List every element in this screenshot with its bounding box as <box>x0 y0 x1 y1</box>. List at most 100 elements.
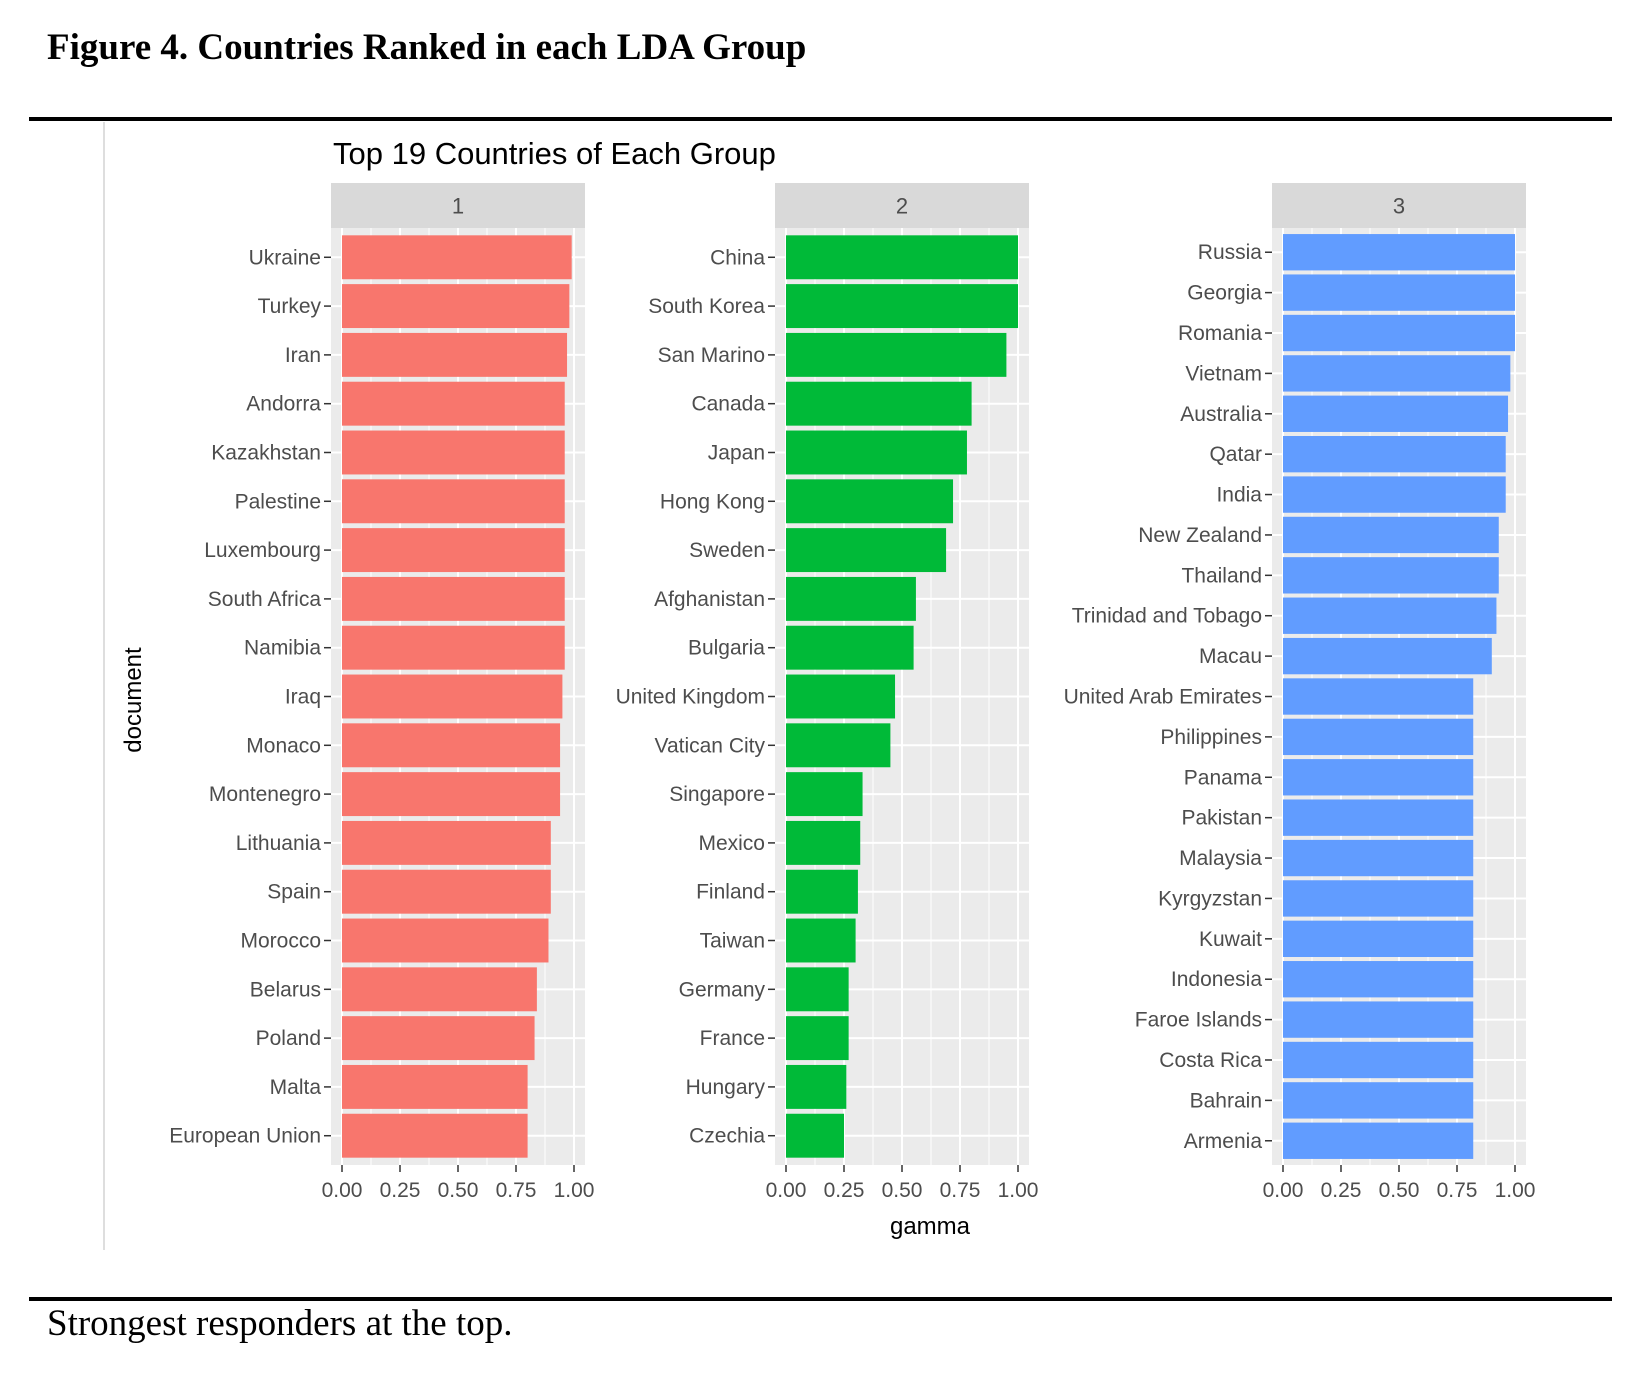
facet-strip-label: 2 <box>896 194 908 219</box>
bar-namibia <box>342 625 565 670</box>
y-tick-label: New Zealand <box>1138 524 1262 547</box>
y-tick-label: Hong Kong <box>660 490 765 513</box>
x-tick-label: 0.75 <box>1437 1179 1478 1202</box>
facet-panel-3: 3 Russia Georgia Romania Vietnam Australia Qat… <box>1064 183 1536 1202</box>
x-tick-label: 0.00 <box>766 1179 807 1202</box>
bar-bulgaria <box>786 625 914 670</box>
bar-belarus <box>342 967 537 1012</box>
x-tick-label: 1.00 <box>1495 1179 1536 1202</box>
bar-romania <box>1283 314 1515 352</box>
bar-china <box>786 235 1018 280</box>
bar-new-zealand <box>1283 516 1499 554</box>
x-tick-label: 0.25 <box>1321 1179 1362 1202</box>
bar-kuwait <box>1283 920 1474 958</box>
facet-strip-3 <box>1272 183 1526 228</box>
bar-sweden <box>786 528 947 573</box>
bar-czechia <box>786 1113 844 1158</box>
y-tick-label: Germany <box>679 978 766 1001</box>
bar-singapore <box>786 772 863 817</box>
chart-title: Top 19 Countries of Each Group <box>333 136 776 171</box>
y-tick-label: Russia <box>1198 241 1263 264</box>
bar-canada <box>786 381 972 426</box>
bar-finland <box>786 869 858 914</box>
bar-malta <box>342 1064 528 1109</box>
bar-qatar <box>1283 435 1506 473</box>
x-axis-title: gamma <box>890 1213 971 1240</box>
bar-thailand <box>1283 557 1499 594</box>
bar-south-korea <box>786 284 1018 329</box>
bar-japan <box>786 430 967 475</box>
bar-lithuania <box>342 820 551 865</box>
bar-iran <box>342 332 568 377</box>
y-tick-label: Monaco <box>246 734 321 757</box>
bar-taiwan <box>786 918 856 963</box>
y-tick-label: Faroe Islands <box>1135 1009 1262 1032</box>
y-tick-label: South Korea <box>648 295 765 318</box>
bar-malaysia <box>1283 839 1474 877</box>
x-tick-label: 0.00 <box>322 1179 363 1202</box>
bar-kyrgyzstan <box>1283 880 1474 917</box>
y-tick-label: Kuwait <box>1199 928 1262 951</box>
y-tick-label: Taiwan <box>700 930 765 953</box>
x-tick-label: 0.75 <box>496 1179 537 1202</box>
bar-pakistan <box>1283 799 1474 836</box>
y-tick-label: Kazakhstan <box>211 441 321 464</box>
y-tick-label: United Kingdom <box>616 686 765 709</box>
bar-south-africa <box>342 576 565 621</box>
bar-andorra <box>342 381 565 426</box>
y-tick-label: China <box>710 246 765 269</box>
bar-hong-kong <box>786 479 954 524</box>
x-tick-label: 0.00 <box>1263 1179 1304 1202</box>
facet-strip-1 <box>331 183 585 228</box>
bar-indonesia <box>1283 961 1474 998</box>
bar-turkey <box>342 284 570 329</box>
y-tick-label: Indonesia <box>1171 968 1262 991</box>
y-tick-label: Luxembourg <box>204 539 321 562</box>
y-tick-label: Lithuania <box>236 832 322 855</box>
y-tick-label: Qatar <box>1209 443 1262 466</box>
y-tick-label: Palestine <box>235 490 321 513</box>
bar-mexico <box>786 820 861 865</box>
y-tick-label: Panama <box>1184 766 1263 789</box>
y-tick-label: Canada <box>691 393 765 416</box>
y-tick-label: Morocco <box>240 930 321 953</box>
y-tick-label: Romania <box>1178 322 1262 345</box>
bar-faroe-islands <box>1283 1001 1474 1038</box>
bar-panama <box>1283 759 1474 796</box>
bar-armenia <box>1283 1122 1474 1159</box>
y-tick-label: Iran <box>285 344 321 367</box>
bar-montenegro <box>342 772 561 817</box>
bar-costa-rica <box>1283 1041 1474 1079</box>
bar-france <box>786 1016 849 1061</box>
y-tick-label: South Africa <box>208 588 322 611</box>
bar-russia <box>1283 234 1515 271</box>
x-tick-label: 0.50 <box>1379 1179 1420 1202</box>
y-tick-label: Malta <box>270 1076 322 1099</box>
facet-strip-2 <box>775 183 1029 228</box>
y-tick-label: Malaysia <box>1179 847 1262 870</box>
y-tick-label: Japan <box>708 441 765 464</box>
bar-european-union <box>342 1113 528 1158</box>
bar-philippines <box>1283 718 1474 756</box>
bar-san-marino <box>786 332 1007 377</box>
y-tick-label: Armenia <box>1184 1130 1263 1153</box>
y-tick-label: Bulgaria <box>688 637 765 660</box>
y-tick-label: Turkey <box>258 295 322 318</box>
y-tick-label: Montenegro <box>209 783 321 806</box>
y-tick-label: Vatican City <box>655 734 766 757</box>
bar-monaco <box>342 723 561 768</box>
y-tick-label: Afghanistan <box>654 588 765 611</box>
y-tick-label: Trinidad and Tobago <box>1072 605 1262 628</box>
bar-trinidad-and-tobago <box>1283 597 1497 634</box>
y-tick-label: Costa Rica <box>1159 1049 1262 1072</box>
y-tick-label: Andorra <box>246 393 321 416</box>
bar-palestine <box>342 479 565 524</box>
y-tick-label: Iraq <box>285 686 321 709</box>
facet-strip-label: 3 <box>1393 194 1405 219</box>
y-axis-title: document <box>120 647 147 753</box>
bar-united-arab-emirates <box>1283 678 1474 715</box>
bar-vietnam <box>1283 355 1511 392</box>
bar-morocco <box>342 918 549 963</box>
y-tick-label: France <box>700 1027 765 1050</box>
